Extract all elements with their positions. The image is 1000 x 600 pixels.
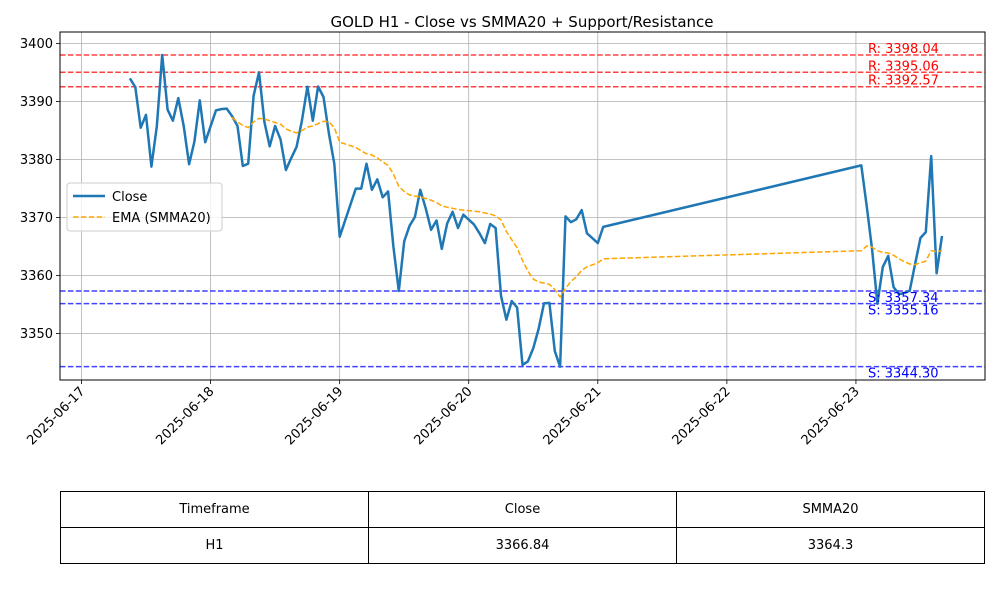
series-group	[128, 53, 944, 368]
table-row: H1 3366.84 3364.3	[60, 527, 985, 564]
grid	[60, 32, 985, 380]
support-label: S: 3357.34	[868, 291, 939, 306]
table-header-cell: SMMA20	[676, 491, 985, 528]
y-tick-label: 3390	[20, 95, 53, 110]
resistance-label: R: 3395.06	[868, 59, 939, 74]
y-tick-label: 3350	[20, 327, 53, 342]
legend-label-close: Close	[112, 190, 147, 205]
plot-frame	[59, 31, 986, 381]
chart: GOLD H1 - Close vs SMMA20 + Support/Resi…	[20, 13, 986, 448]
support-label: S: 3355.16	[868, 304, 939, 319]
chart-title: GOLD H1 - Close vs SMMA20 + Support/Resi…	[330, 13, 713, 31]
summary-table: Timeframe Close SMMA20 H1 3366.84 3364.3	[60, 491, 985, 564]
x-tick-label: 2025-06-20	[412, 384, 476, 448]
y-tick-label: 3360	[20, 269, 53, 284]
smma20-line	[231, 116, 943, 298]
x-tick-label: 2025-06-17	[24, 384, 88, 448]
x-tick-label: 2025-06-19	[282, 384, 346, 448]
support-label: S: 3344.30	[868, 367, 939, 382]
legend: Close EMA (SMMA20)	[66, 182, 223, 232]
table-cell: 3364.3	[676, 527, 985, 564]
table-header-cell: Timeframe	[60, 491, 369, 528]
y-tick-label: 3370	[20, 211, 53, 226]
x-tick-label: 2025-06-21	[541, 384, 605, 448]
level-lines	[60, 54, 985, 368]
table-cell: 3366.84	[368, 527, 677, 564]
legend-label-smma: EMA (SMMA20)	[112, 211, 211, 226]
table-header-cell: Close	[368, 491, 677, 528]
y-tick-label: 3400	[20, 37, 53, 52]
close-price-line	[128, 53, 944, 368]
x-tick-label: 2025-06-22	[670, 384, 734, 448]
table-header-row: Timeframe Close SMMA20	[60, 491, 985, 528]
resistance-label: R: 3392.57	[868, 74, 939, 89]
level-labels: R: 3398.04 R: 3395.06R: 3392.57 S: 3357.34…	[868, 42, 939, 382]
table-cell: H1	[60, 527, 369, 564]
y-tick-label: 3380	[20, 153, 53, 168]
resistance-label: R: 3398.04	[868, 42, 939, 57]
x-tick-label: 2025-06-18	[153, 384, 217, 448]
legend-box	[66, 182, 223, 232]
x-tick-label: 2025-06-23	[799, 384, 863, 448]
